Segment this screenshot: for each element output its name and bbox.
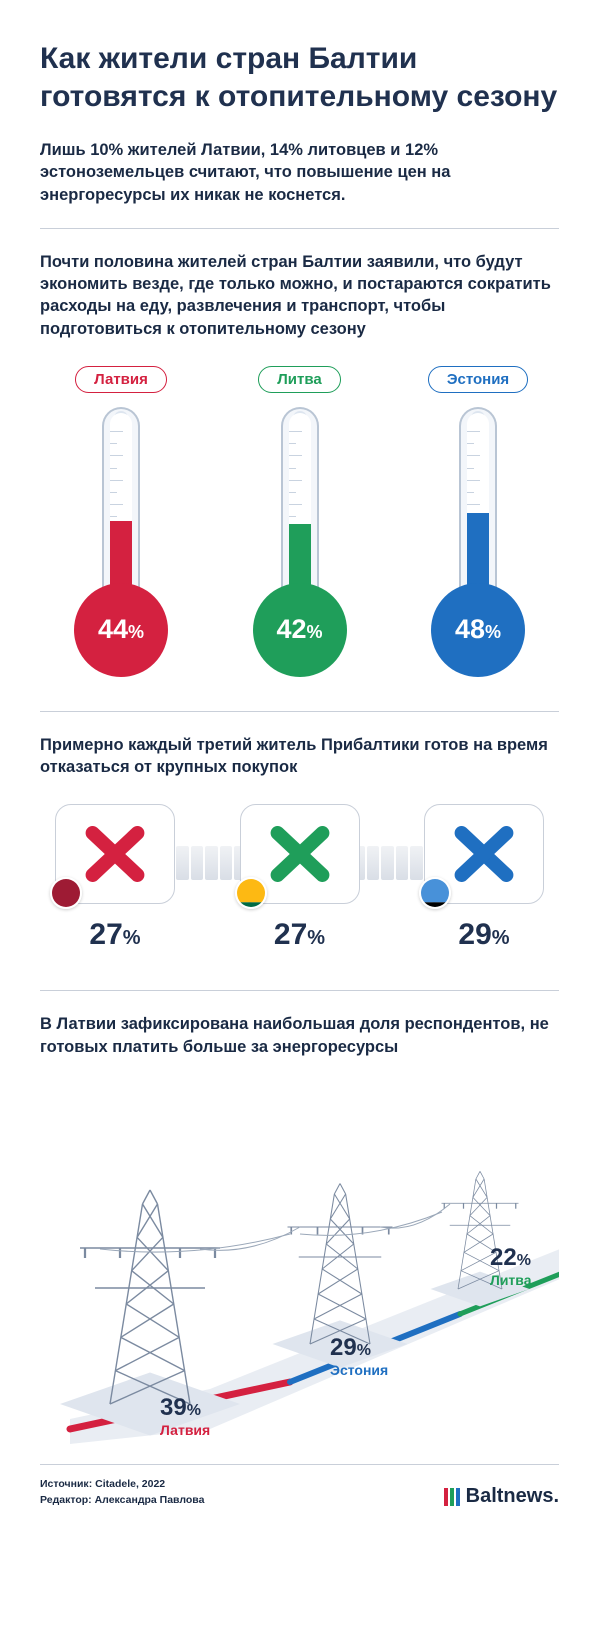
xmark-row: 27% 27% 29% bbox=[40, 804, 559, 952]
section1-text: Почти половина жителей стран Балтии заяв… bbox=[40, 251, 559, 340]
flag-icon bbox=[419, 877, 451, 909]
x-icon bbox=[265, 819, 335, 889]
lead-text: Лишь 10% жителей Латвии, 14% литовцев и … bbox=[40, 139, 559, 206]
thermometer-label: Латвия bbox=[75, 366, 167, 393]
divider bbox=[40, 228, 559, 229]
section2-text: Примерно каждый третий житель Прибалтики… bbox=[40, 734, 559, 779]
thermometer-icon: 42% bbox=[262, 407, 338, 677]
xmark-value: 27% bbox=[274, 918, 325, 952]
footer-meta: Источник: Citadele, 2022 Редактор: Алекс… bbox=[40, 1477, 204, 1509]
pylon-country: Литва bbox=[490, 1272, 532, 1288]
divider bbox=[40, 711, 559, 712]
page-title: Как жители стран Балтии готовятся к отоп… bbox=[40, 40, 559, 115]
footer: Источник: Citadele, 2022 Редактор: Алекс… bbox=[40, 1464, 559, 1509]
xmark-box bbox=[55, 804, 175, 904]
xmark-value: 29% bbox=[458, 918, 509, 952]
editor-value: Александра Павлова bbox=[95, 1494, 205, 1506]
thermometer-value: 44% bbox=[98, 614, 144, 645]
pylon-country: Эстония bbox=[330, 1362, 388, 1378]
pylon-value: 39% bbox=[160, 1394, 210, 1422]
divider bbox=[40, 990, 559, 991]
thermometer: Латвия 44% bbox=[46, 366, 196, 677]
pylon-value: 29% bbox=[330, 1334, 388, 1362]
xmark-box bbox=[240, 804, 360, 904]
pylon-panel: 39%Латвия 29%Эстония 22%Литва bbox=[40, 1084, 559, 1444]
pylon-value: 22% bbox=[490, 1244, 532, 1272]
thermometer: Эстония 48% bbox=[403, 366, 553, 677]
pylon-icon bbox=[60, 1190, 240, 1436]
flag-icon bbox=[50, 877, 82, 909]
source-value: Citadele, 2022 bbox=[95, 1478, 165, 1490]
pylon-label: 22%Литва bbox=[490, 1244, 532, 1288]
pylon-label: 39%Латвия bbox=[160, 1394, 210, 1438]
xmark-column: 27% bbox=[225, 804, 375, 952]
x-icon bbox=[80, 819, 150, 889]
flag-icon bbox=[235, 877, 267, 909]
xmark-value: 27% bbox=[89, 918, 140, 952]
thermometer-row: Латвия 44% Литва 42% Эстония 48% bbox=[40, 366, 559, 677]
pylon-chart bbox=[40, 1084, 559, 1444]
thermometer-value: 42% bbox=[276, 614, 322, 645]
thermometer-label: Литва bbox=[258, 366, 340, 393]
section3-text: В Латвии зафиксирована наибольшая доля р… bbox=[40, 1013, 559, 1058]
thermometer-value: 48% bbox=[455, 614, 501, 645]
pylon-label: 29%Эстония bbox=[330, 1334, 388, 1378]
editor-label: Редактор: bbox=[40, 1494, 92, 1506]
brand-text: Baltnews. bbox=[466, 1485, 559, 1508]
xmark-column: 27% bbox=[40, 804, 190, 952]
brand-bars-icon bbox=[444, 1488, 460, 1506]
infographic-page: Как жители стран Балтии готовятся к отоп… bbox=[0, 0, 599, 1528]
brand-logo: Baltnews. bbox=[444, 1485, 559, 1508]
thermometer: Литва 42% bbox=[225, 366, 375, 677]
source-label: Источник: bbox=[40, 1478, 92, 1490]
x-icon bbox=[449, 819, 519, 889]
thermometer-label: Эстония bbox=[428, 366, 528, 393]
thermometer-icon: 48% bbox=[440, 407, 516, 677]
xmark-box bbox=[424, 804, 544, 904]
xmark-column: 29% bbox=[409, 804, 559, 952]
thermometer-icon: 44% bbox=[83, 407, 159, 677]
pylon-country: Латвия bbox=[160, 1422, 210, 1438]
